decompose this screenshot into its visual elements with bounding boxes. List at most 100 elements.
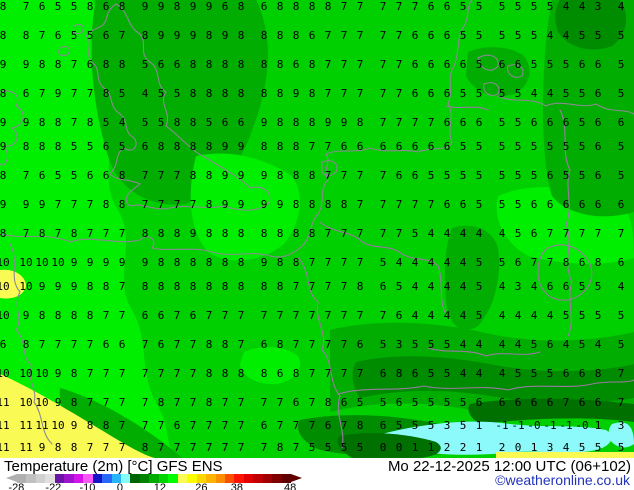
temp-value: 7 xyxy=(563,227,570,240)
border-benelux-germany xyxy=(319,221,447,315)
temp-value: 7 xyxy=(325,338,332,351)
coastline-netherlands-jutland xyxy=(317,0,473,215)
temp-value: 7 xyxy=(142,396,149,409)
temp-value: 5 xyxy=(563,87,570,100)
temp-value: 6 xyxy=(618,256,625,269)
temp-value: 5 xyxy=(103,116,110,129)
temp-value: 4 xyxy=(142,87,149,100)
scale-tick-label: 38 xyxy=(230,482,243,490)
temp-value: 6 xyxy=(531,227,538,240)
temp-value: 8 xyxy=(190,58,197,71)
temp-value: 1 xyxy=(412,441,419,454)
temp-value: 5 xyxy=(71,0,78,13)
temp-value: 8 xyxy=(309,58,316,71)
border-alps-north xyxy=(337,379,634,395)
temp-value: 5 xyxy=(579,280,586,293)
copyright-link[interactable]: ©weatheronline.co.uk xyxy=(495,472,630,488)
temp-value: 6 xyxy=(579,367,586,380)
scale-arrow-left xyxy=(6,474,17,482)
temp-value: 8 xyxy=(277,338,284,351)
temp-value: 9 xyxy=(158,29,165,42)
temp-value: 9 xyxy=(0,140,6,153)
scale-color-cell xyxy=(206,474,216,483)
temp-value: 7 xyxy=(293,441,300,454)
region-darkest-cyan-notch xyxy=(337,433,441,458)
temp-value: 9 xyxy=(174,29,181,42)
temp-value: 6 xyxy=(428,29,435,42)
temp-value: 6 xyxy=(357,140,364,153)
temp-value: 6 xyxy=(293,58,300,71)
temp-value: 7 xyxy=(309,256,316,269)
coastline-baltic xyxy=(497,95,634,115)
temp-value: 7 xyxy=(341,309,348,322)
temp-value: 7 xyxy=(309,396,316,409)
temp-value: 9 xyxy=(39,198,46,211)
temp-value: 7 xyxy=(119,419,126,432)
scale-color-cell xyxy=(158,474,169,483)
temp-value: 4 xyxy=(444,227,451,240)
temp-value: 8 xyxy=(119,198,126,211)
temp-value: 5 xyxy=(531,338,538,351)
temp-value: 9 xyxy=(238,169,245,182)
temp-value: 9 xyxy=(222,29,229,42)
scale-color-cell xyxy=(130,474,140,483)
temp-value: 7 xyxy=(190,338,197,351)
temp-value: 5 xyxy=(71,29,78,42)
temp-value: 6 xyxy=(103,140,110,153)
temp-value: 5 xyxy=(380,256,387,269)
temp-value: 7 xyxy=(71,116,78,129)
temp-value: 5 xyxy=(428,169,435,182)
temp-value: 7 xyxy=(380,309,387,322)
temp-value: 9 xyxy=(55,396,62,409)
temp-value: 7 xyxy=(325,309,332,322)
temp-value: 3 xyxy=(396,338,403,351)
temp-value: 7 xyxy=(380,198,387,211)
temp-value: 5 xyxy=(531,367,538,380)
temp-value: 5 xyxy=(476,280,483,293)
temp-value: 5 xyxy=(563,169,570,182)
temp-value: 2 xyxy=(460,441,467,454)
temp-value: 5 xyxy=(55,169,62,182)
temp-value: 5 xyxy=(174,87,181,100)
temp-value: 4 xyxy=(428,256,435,269)
temp-value: -1 xyxy=(543,419,556,432)
temp-value: 7 xyxy=(39,87,46,100)
temp-value: 8 xyxy=(293,198,300,211)
temp-value: 4 xyxy=(618,0,625,13)
temp-value: 4 xyxy=(428,309,435,322)
temp-value: 10 xyxy=(35,256,48,269)
temp-value: 6 xyxy=(547,198,554,211)
temp-value: 8 xyxy=(277,256,284,269)
coastline-channel-france xyxy=(0,213,319,258)
temp-value: 7 xyxy=(55,227,62,240)
temp-value: 4 xyxy=(460,338,467,351)
temp-value: 8 xyxy=(261,29,268,42)
temp-value: 5 xyxy=(460,0,467,13)
temp-value: 6 xyxy=(412,169,419,182)
temp-value: 8 xyxy=(261,58,268,71)
temp-value: 6 xyxy=(515,256,522,269)
temp-value: 6 xyxy=(595,116,602,129)
temp-value: 8 xyxy=(174,227,181,240)
temp-value: 8 xyxy=(206,29,213,42)
temp-value: 7 xyxy=(579,227,586,240)
temp-value: 7 xyxy=(618,227,625,240)
temp-value: 5 xyxy=(476,198,483,211)
temp-value: 7 xyxy=(293,419,300,432)
temp-value: 6 xyxy=(531,198,538,211)
temp-value: 6 xyxy=(174,58,181,71)
temp-value: 11 xyxy=(0,441,10,454)
temp-value: 9 xyxy=(23,116,30,129)
temp-value: 7 xyxy=(412,0,419,13)
temp-value: 8 xyxy=(357,116,364,129)
temp-value: 8 xyxy=(357,419,364,432)
temp-value: 6 xyxy=(460,116,467,129)
temp-value: 8 xyxy=(0,169,6,182)
temp-value: 7 xyxy=(206,309,213,322)
scale-color-cell xyxy=(168,474,178,483)
temp-value: 7 xyxy=(396,116,403,129)
temp-value: 5 xyxy=(158,87,165,100)
temp-value: 8 xyxy=(261,140,268,153)
temp-value: 7 xyxy=(531,256,538,269)
